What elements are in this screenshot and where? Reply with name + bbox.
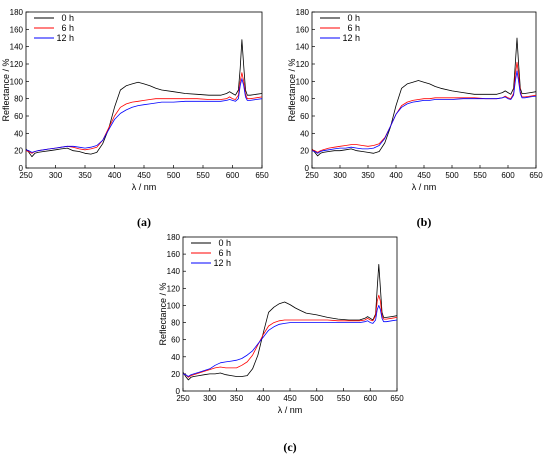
y-axis-label: Reflectance / % (158, 282, 168, 345)
panel-label: (b) (417, 215, 432, 229)
x-tick-label: 500 (445, 171, 459, 180)
y-tick-label: 20 (171, 370, 180, 379)
y-tick-label: 80 (171, 319, 180, 328)
series-line-0h (182, 263, 398, 381)
y-tick-label: 80 (14, 95, 23, 104)
x-tick-label: 300 (49, 171, 63, 180)
x-tick-label: 450 (417, 171, 431, 180)
y-tick-label: 160 (167, 250, 181, 259)
y-tick-label: 180 (296, 8, 310, 17)
x-tick-label: 550 (337, 394, 351, 403)
y-tick-label: 100 (167, 301, 181, 310)
y-tick-label: 180 (10, 8, 24, 17)
x-tick-label: 600 (501, 171, 515, 180)
y-tick-label: 20 (300, 147, 309, 156)
y-tick-label: 80 (300, 95, 309, 104)
series-line-0h (25, 39, 263, 158)
y-tick-label: 0 (19, 164, 24, 173)
y-tick-label: 120 (10, 60, 24, 69)
x-tick-label: 300 (333, 171, 347, 180)
x-tick-label: 250 (176, 394, 190, 403)
y-tick-label: 140 (10, 43, 24, 52)
y-tick-label: 20 (14, 147, 23, 156)
panel-label: (c) (283, 440, 296, 454)
x-tick-label: 350 (78, 171, 92, 180)
x-axis-label: λ / nm (132, 182, 157, 192)
y-tick-label: 0 (305, 164, 310, 173)
y-tick-label: 160 (296, 25, 310, 34)
x-tick-label: 650 (390, 394, 404, 403)
legend-label: 0 h (218, 238, 231, 248)
y-tick-label: 40 (14, 129, 23, 138)
y-tick-label: 180 (167, 233, 181, 242)
y-tick-label: 120 (167, 284, 181, 293)
x-tick-label: 350 (230, 394, 244, 403)
y-tick-label: 100 (296, 77, 310, 86)
x-tick-label: 250 (19, 171, 33, 180)
legend-label: 12 h (213, 258, 231, 268)
x-tick-label: 450 (137, 171, 151, 180)
x-tick-label: 550 (196, 171, 210, 180)
panel-label: (a) (137, 215, 151, 229)
x-axis-label: λ / nm (412, 182, 437, 192)
legend-label: 6 h (61, 23, 74, 33)
x-tick-label: 500 (167, 171, 181, 180)
legend-label: 6 h (347, 23, 360, 33)
x-tick-label: 400 (389, 171, 403, 180)
x-tick-label: 350 (361, 171, 375, 180)
chart-panel-2: 250 300 350 400 450 500 550 600 650 0 20 40 60 80 100 1… (287, 8, 543, 229)
y-tick-label: 40 (171, 353, 180, 362)
x-tick-label: 500 (310, 394, 324, 403)
x-tick-label: 600 (226, 171, 240, 180)
x-tick-label: 600 (364, 394, 378, 403)
chart-panel-3: 250 300 350 400 450 500 550 600 650 0 20 40 60 80 100 1… (158, 233, 404, 454)
y-tick-label: 100 (10, 77, 24, 86)
x-tick-label: 650 (255, 171, 269, 180)
legend-label: 0 h (61, 13, 74, 23)
series-line-12h (311, 70, 537, 154)
y-tick-label: 140 (167, 267, 181, 276)
y-tick-label: 160 (10, 25, 24, 34)
series-line-6h (311, 61, 537, 153)
y-tick-label: 0 (176, 387, 181, 396)
x-tick-label: 550 (473, 171, 487, 180)
x-tick-label: 250 (305, 171, 319, 180)
legend-label: 12 h (342, 33, 360, 43)
y-tick-label: 120 (296, 60, 310, 69)
chart-panel-1: 250 300 350 400 450 500 550 600 650 0 20 40 60 80 100 1… (1, 8, 269, 229)
x-tick-label: 400 (257, 394, 271, 403)
series-line-6h (25, 72, 263, 154)
x-axis-label: λ / nm (278, 405, 303, 415)
x-tick-label: 300 (203, 394, 217, 403)
series-line-0h (311, 37, 537, 157)
y-tick-label: 60 (14, 112, 23, 121)
x-tick-label: 450 (283, 394, 297, 403)
series-line-12h (182, 304, 398, 377)
y-axis-label: Reflectance / % (1, 58, 11, 121)
legend-label: 6 h (218, 248, 231, 258)
series-line-12h (25, 78, 263, 153)
y-tick-label: 140 (296, 43, 310, 52)
legend-label: 0 h (347, 13, 360, 23)
y-tick-label: 60 (300, 112, 309, 121)
y-tick-label: 40 (300, 129, 309, 138)
x-tick-label: 650 (529, 171, 543, 180)
legend-label: 12 h (56, 33, 74, 43)
x-tick-label: 400 (108, 171, 122, 180)
y-axis-label: Reflectance / % (287, 58, 297, 121)
series-line-6h (182, 294, 398, 378)
y-tick-label: 60 (171, 336, 180, 345)
